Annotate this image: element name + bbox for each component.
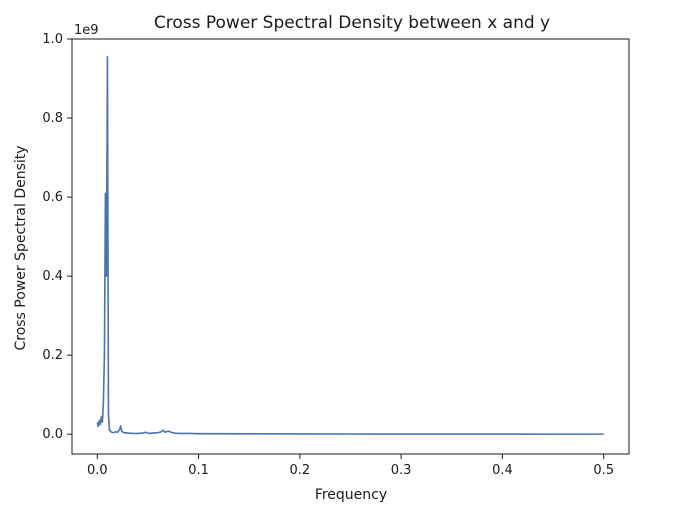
chart-title: Cross Power Spectral Density between x a… xyxy=(154,13,550,33)
series-layer xyxy=(96,55,604,435)
x-tick-label: 0.5 xyxy=(593,463,614,478)
x-axis-label: Frequency xyxy=(315,487,387,503)
plot-axes xyxy=(71,38,630,455)
y-axis-ticks: 0.0 0.2 0.4 0.6 0.8 1.0 xyxy=(42,32,72,442)
y-axis-offset-label: 1e9 xyxy=(74,23,99,38)
series-line xyxy=(96,55,604,435)
x-axis-ticks: 0.0 0.1 0.2 0.3 0.4 0.5 xyxy=(87,454,614,478)
x-tick-label: 0.2 xyxy=(290,463,311,478)
y-axis-label: Cross Power Spectral Density xyxy=(13,145,29,350)
y-tick-label: 0.0 xyxy=(42,427,63,442)
x-tick-label: 0.1 xyxy=(188,463,209,478)
x-tick-label: 0.3 xyxy=(391,463,412,478)
y-tick-label: 0.6 xyxy=(42,190,63,205)
x-tick-label: 0.0 xyxy=(87,463,108,478)
y-tick-label: 0.2 xyxy=(42,348,63,363)
y-tick-label: 1.0 xyxy=(42,32,63,47)
y-tick-label: 0.8 xyxy=(42,111,63,126)
y-tick-label: 0.4 xyxy=(42,269,63,284)
x-tick-label: 0.4 xyxy=(492,463,513,478)
plot-frame xyxy=(71,38,630,455)
